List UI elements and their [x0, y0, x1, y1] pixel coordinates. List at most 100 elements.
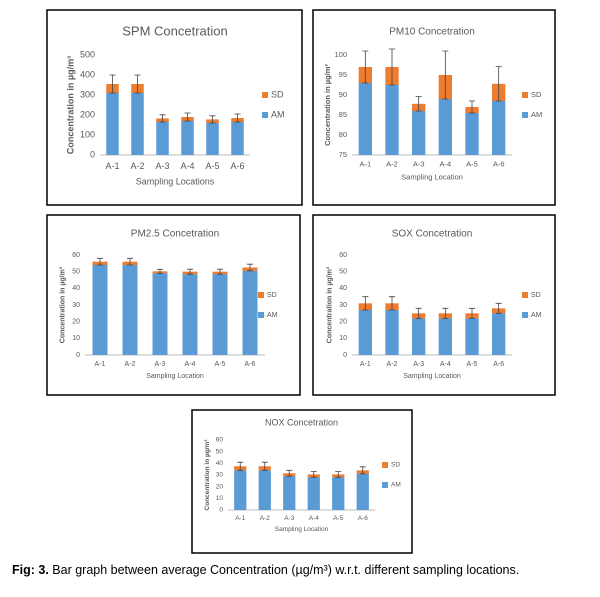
legend-swatch — [522, 92, 528, 98]
x-tick-label: A-5 — [215, 361, 226, 368]
legend-swatch — [522, 312, 528, 318]
error-bar — [442, 50, 449, 100]
bar-segment — [212, 274, 228, 355]
bar-segment — [258, 470, 271, 510]
x-axis-label: Sampling Locations — [136, 176, 215, 186]
y-tick-label: 50 — [216, 448, 224, 455]
x-tick-label: A-1 — [235, 515, 246, 522]
y-tick-label: 0 — [219, 507, 223, 514]
x-tick-label: A-6 — [493, 361, 504, 368]
bar-segment — [283, 476, 296, 510]
y-tick-label: 60 — [216, 437, 224, 444]
y-tick-label: 10 — [72, 335, 80, 342]
error-bar — [134, 74, 141, 94]
y-tick-label: 400 — [80, 69, 95, 79]
y-tick-label: 20 — [216, 483, 224, 490]
bar-segment — [206, 123, 219, 155]
bar-segment — [385, 310, 399, 355]
x-tick-label: A-5 — [466, 160, 478, 169]
x-tick-label: A-2 — [387, 361, 398, 368]
legend-label: SD — [531, 90, 542, 99]
x-tick-label: A-6 — [230, 161, 244, 171]
legend-swatch — [382, 462, 388, 468]
y-tick-label: 30 — [339, 302, 347, 309]
error-bar — [159, 114, 166, 123]
y-tick-label: 20 — [339, 319, 347, 326]
figure: SPM Concetration0100200300400500Concentr… — [46, 9, 556, 554]
legend-swatch — [262, 92, 268, 98]
bar-segment — [492, 313, 506, 355]
x-tick-label: A-3 — [155, 161, 169, 171]
y-tick-label: 80 — [339, 130, 347, 139]
x-axis-label: Sampling Location — [275, 526, 329, 533]
x-tick-label: A-6 — [245, 361, 256, 368]
chart-frame — [312, 214, 556, 396]
y-tick-label: 0 — [76, 352, 80, 359]
x-tick-label: A-6 — [358, 515, 369, 522]
chart-frame — [191, 409, 413, 554]
error-bar — [362, 50, 369, 84]
caption: Fig: 3. Bar graph between average Concen… — [12, 563, 519, 577]
bar-segment — [234, 470, 247, 510]
bar-segment — [438, 318, 452, 355]
y-tick-label: 40 — [72, 285, 80, 292]
x-tick-label: A-4 — [439, 160, 451, 169]
chart-frame — [312, 9, 556, 206]
bar-segment — [332, 477, 345, 510]
bar-segment — [412, 318, 426, 355]
y-tick-label: 95 — [339, 70, 347, 79]
x-tick-label: A-6 — [493, 160, 505, 169]
legend-label: AM — [267, 312, 278, 319]
error-bar — [495, 66, 502, 102]
caption-label: Fig: 3. — [12, 563, 49, 577]
error-bar — [109, 74, 116, 94]
error-bar — [127, 257, 133, 266]
bar-segment — [231, 122, 244, 155]
bar-segment — [492, 101, 506, 155]
legend-swatch — [262, 112, 268, 118]
y-tick-label: 30 — [72, 302, 80, 309]
chart-title: PM10 Concetration — [389, 27, 475, 38]
x-tick-label: A-4 — [309, 515, 320, 522]
error-bar — [415, 307, 422, 319]
x-tick-label: A-2 — [260, 515, 271, 522]
error-bar — [217, 268, 223, 275]
bar-segment — [122, 265, 138, 355]
error-bar — [469, 100, 475, 114]
chart-title: PM2.5 Concetration — [131, 229, 219, 240]
y-tick-label: 0 — [90, 149, 95, 159]
legend-label: SD — [531, 292, 541, 299]
y-tick-label: 10 — [216, 495, 224, 502]
error-bar — [359, 466, 366, 475]
y-tick-label: 300 — [80, 89, 95, 99]
bar-segment — [438, 99, 452, 155]
error-bar — [286, 469, 293, 477]
y-axis-label: Concentration in µg/m³ — [323, 64, 332, 146]
error-bar — [362, 296, 369, 311]
y-tick-label: 20 — [72, 319, 80, 326]
x-tick-label: A-3 — [155, 361, 166, 368]
x-tick-label: A-4 — [180, 161, 194, 171]
error-bar — [442, 307, 449, 319]
y-tick-label: 200 — [80, 109, 95, 119]
bar-segment — [92, 265, 108, 355]
bar-segment — [181, 121, 194, 155]
y-tick-label: 85 — [339, 110, 347, 119]
y-axis-label: Concentration in µg/m³ — [59, 266, 66, 343]
y-tick-label: 50 — [339, 269, 347, 276]
y-tick-label: 50 — [72, 269, 80, 276]
x-tick-label: A-1 — [105, 161, 119, 171]
error-bar — [247, 263, 253, 272]
error-bar — [261, 461, 268, 471]
bar-segment — [358, 310, 372, 355]
bar-segment — [358, 83, 372, 155]
y-tick-label: 40 — [216, 460, 224, 467]
legend-label: SD — [391, 462, 400, 469]
legend-swatch — [522, 112, 528, 118]
y-tick-label: 75 — [339, 150, 347, 159]
y-tick-label: 30 — [216, 472, 224, 479]
x-axis-label: Sampling Location — [401, 172, 463, 181]
y-tick-label: 0 — [343, 352, 347, 359]
error-bar — [389, 296, 395, 311]
